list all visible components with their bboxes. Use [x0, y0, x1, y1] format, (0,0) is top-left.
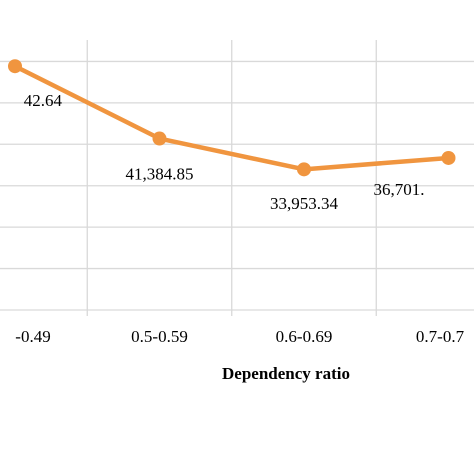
data-label: 41,384.85 — [126, 164, 194, 183]
x-tick-label: -0.49 — [15, 327, 50, 346]
x-tick-label: 0.7-0.7 — [416, 327, 465, 346]
point — [297, 162, 311, 177]
data-label: 42.64 — [24, 91, 63, 110]
data-label: 33,953.34 — [270, 194, 339, 213]
point — [152, 131, 167, 146]
point — [8, 59, 22, 74]
data-label: 36,701. — [374, 180, 425, 199]
x-tick-label: 0.6-0.69 — [276, 327, 333, 346]
series-line — [13, 64, 449, 172]
x-axis-title: Dependency ratio — [222, 364, 350, 383]
x-tick-label: 0.5-0.59 — [131, 327, 188, 346]
point — [441, 150, 456, 165]
